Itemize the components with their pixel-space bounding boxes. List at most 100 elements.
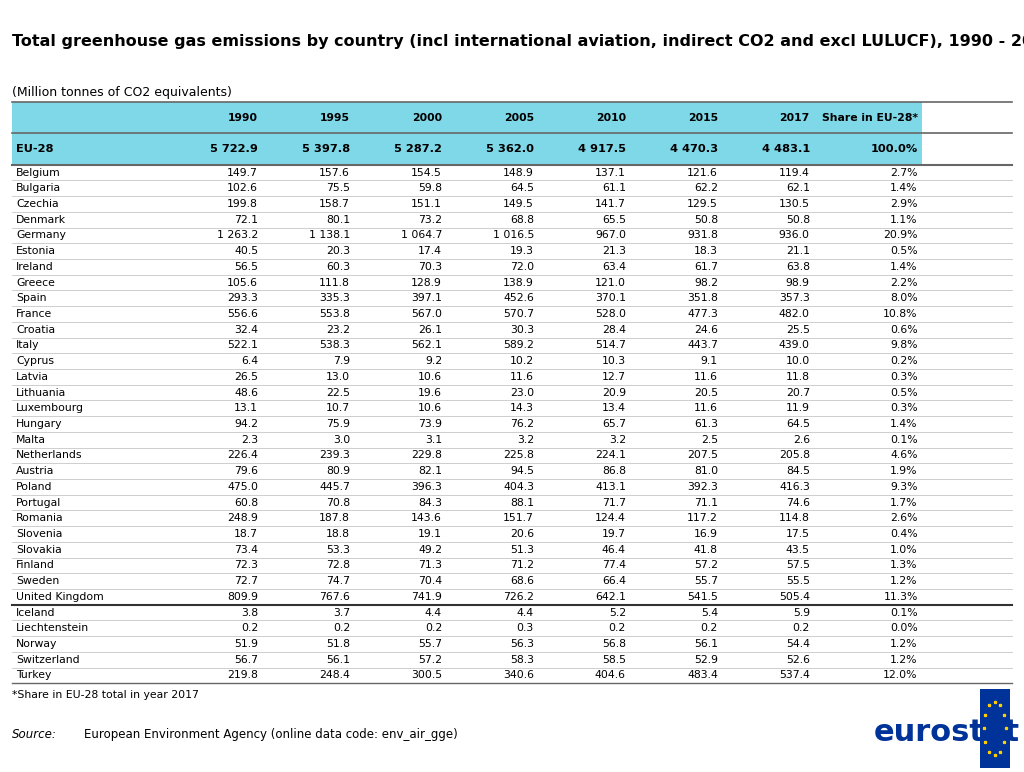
Text: 1 016.5: 1 016.5 (493, 230, 534, 240)
Text: 483.4: 483.4 (687, 670, 718, 680)
Text: 9.2: 9.2 (425, 356, 442, 366)
Text: 248.4: 248.4 (319, 670, 350, 680)
Text: 514.7: 514.7 (595, 340, 626, 350)
Text: 397.1: 397.1 (412, 293, 442, 303)
Text: 482.0: 482.0 (779, 309, 810, 319)
Text: 13.4: 13.4 (602, 403, 626, 413)
Bar (538, 134, 630, 164)
Text: 1 064.7: 1 064.7 (400, 230, 442, 240)
Text: Norway: Norway (16, 639, 57, 649)
Text: 70.8: 70.8 (326, 497, 350, 507)
Text: 57.2: 57.2 (694, 560, 718, 571)
Bar (354, 134, 446, 164)
Text: Romania: Romania (16, 513, 63, 523)
Text: Croatia: Croatia (16, 325, 55, 335)
Text: 19.1: 19.1 (418, 529, 442, 539)
Bar (170, 134, 262, 164)
Text: 149.7: 149.7 (227, 168, 258, 178)
Text: 30.3: 30.3 (510, 325, 534, 335)
Text: Poland: Poland (16, 482, 53, 492)
Text: 4 917.5: 4 917.5 (578, 144, 626, 154)
Text: 5 397.8: 5 397.8 (302, 144, 350, 154)
Text: 46.4: 46.4 (602, 545, 626, 554)
Text: 79.6: 79.6 (234, 466, 258, 476)
Text: 82.1: 82.1 (418, 466, 442, 476)
Text: 137.1: 137.1 (595, 168, 626, 178)
Text: Finland: Finland (16, 560, 55, 571)
Text: Latvia: Latvia (16, 372, 49, 382)
Text: 570.7: 570.7 (503, 309, 534, 319)
Bar (538, 102, 630, 134)
Text: 11.6: 11.6 (694, 403, 718, 413)
Text: Ireland: Ireland (16, 262, 54, 272)
Text: 61.7: 61.7 (694, 262, 718, 272)
Bar (814, 102, 922, 134)
Text: 57.2: 57.2 (418, 655, 442, 665)
Text: 17.5: 17.5 (785, 529, 810, 539)
Text: 538.3: 538.3 (319, 340, 350, 350)
Text: 74.6: 74.6 (785, 497, 810, 507)
Text: 12.0%: 12.0% (884, 670, 918, 680)
Text: 124.4: 124.4 (595, 513, 626, 523)
Text: 75.9: 75.9 (326, 419, 350, 429)
Text: 94.5: 94.5 (510, 466, 534, 476)
Text: 151.1: 151.1 (412, 199, 442, 209)
Text: *Share in EU-28 total in year 2017: *Share in EU-28 total in year 2017 (12, 690, 199, 700)
Text: 0.0%: 0.0% (890, 623, 918, 633)
Text: 452.6: 452.6 (503, 293, 534, 303)
Text: 5.4: 5.4 (700, 608, 718, 618)
Text: 2.5: 2.5 (700, 435, 718, 445)
Text: Slovenia: Slovenia (16, 529, 62, 539)
Text: 5 362.0: 5 362.0 (486, 144, 534, 154)
Text: 809.9: 809.9 (227, 592, 258, 602)
Text: 0.2: 0.2 (333, 623, 350, 633)
Text: 13.0: 13.0 (326, 372, 350, 382)
Text: 9.8%: 9.8% (890, 340, 918, 350)
Bar (446, 102, 538, 134)
Text: 72.8: 72.8 (326, 560, 350, 571)
Text: 55.7: 55.7 (694, 576, 718, 586)
Text: 0.6%: 0.6% (890, 325, 918, 335)
Text: 72.0: 72.0 (510, 262, 534, 272)
Text: 404.3: 404.3 (503, 482, 534, 492)
Text: 556.6: 556.6 (227, 309, 258, 319)
Text: 5.9: 5.9 (793, 608, 810, 618)
Text: 149.5: 149.5 (503, 199, 534, 209)
Text: 100.0%: 100.0% (870, 144, 918, 154)
Text: 23.0: 23.0 (510, 388, 534, 398)
Text: 477.3: 477.3 (687, 309, 718, 319)
Text: 1.9%: 1.9% (890, 466, 918, 476)
Bar (722, 134, 814, 164)
Text: 154.5: 154.5 (412, 168, 442, 178)
Text: 1995: 1995 (321, 113, 350, 123)
Text: 229.8: 229.8 (412, 450, 442, 460)
Bar (446, 134, 538, 164)
Text: 11.9: 11.9 (785, 403, 810, 413)
Text: 443.7: 443.7 (687, 340, 718, 350)
Text: 0.2: 0.2 (425, 623, 442, 633)
Text: 119.4: 119.4 (779, 168, 810, 178)
Text: 49.2: 49.2 (418, 545, 442, 554)
Text: 199.8: 199.8 (227, 199, 258, 209)
Text: 0.5%: 0.5% (890, 246, 918, 256)
Text: 105.6: 105.6 (227, 278, 258, 287)
Text: 3.7: 3.7 (333, 608, 350, 618)
Text: 128.9: 128.9 (412, 278, 442, 287)
Text: 413.1: 413.1 (595, 482, 626, 492)
Text: 62.2: 62.2 (694, 183, 718, 193)
Text: 64.5: 64.5 (510, 183, 534, 193)
Text: 51.8: 51.8 (326, 639, 350, 649)
Text: 0.1%: 0.1% (890, 608, 918, 618)
Text: 65.7: 65.7 (602, 419, 626, 429)
Text: 0.3: 0.3 (517, 623, 534, 633)
Text: 528.0: 528.0 (595, 309, 626, 319)
Text: 931.8: 931.8 (687, 230, 718, 240)
Text: 84.5: 84.5 (785, 466, 810, 476)
Text: 54.4: 54.4 (785, 639, 810, 649)
Text: 0.3%: 0.3% (890, 372, 918, 382)
Text: Hungary: Hungary (16, 419, 62, 429)
Text: 18.3: 18.3 (694, 246, 718, 256)
Text: 71.3: 71.3 (418, 560, 442, 571)
Text: Estonia: Estonia (16, 246, 56, 256)
Text: 11.6: 11.6 (694, 372, 718, 382)
